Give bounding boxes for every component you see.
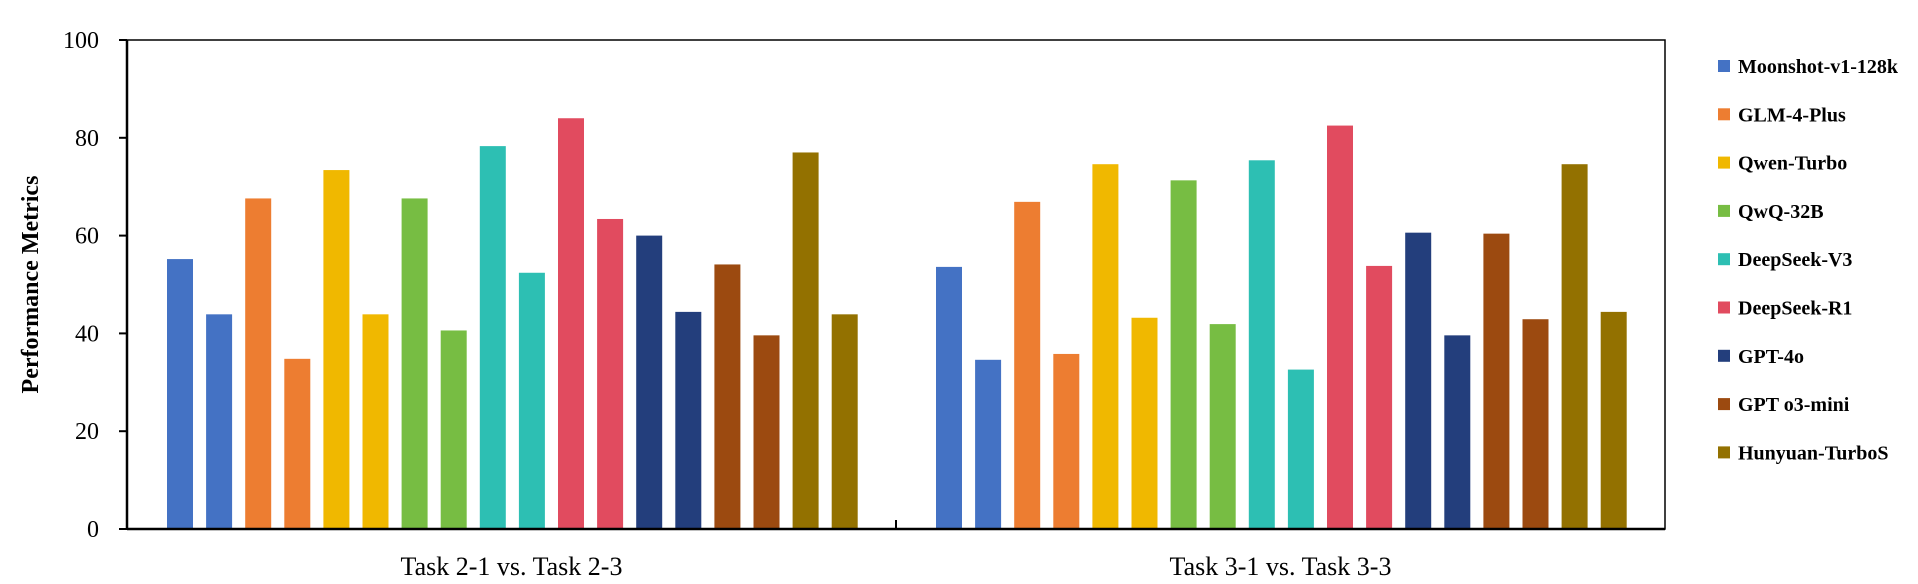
bar: [675, 311, 702, 529]
legend-label: Qwen-Turbo: [1738, 153, 1847, 175]
bar: [975, 359, 1002, 529]
bar: [1405, 232, 1432, 529]
bar: [206, 314, 233, 529]
y-tick-label: 80: [75, 126, 99, 152]
legend-swatch: [1718, 60, 1730, 72]
legend-label: GPT o3-mini: [1738, 394, 1850, 416]
bar: [597, 218, 624, 529]
bar: [1131, 317, 1158, 529]
legend-swatch: [1718, 108, 1730, 121]
legend-swatch: [1718, 349, 1730, 362]
category-label: Task 3-1 vs. Task 3-3: [1170, 552, 1392, 581]
bar: [1522, 319, 1549, 529]
bar: [792, 152, 819, 529]
bar: [1600, 311, 1627, 529]
bar: [167, 259, 193, 529]
legend-label: GPT-4o: [1738, 346, 1804, 368]
legend-swatch: [1718, 156, 1730, 169]
y-tick-label: 20: [75, 419, 99, 445]
bar: [1209, 324, 1236, 529]
y-tick-label: 0: [87, 517, 99, 543]
y-tick-label: 40: [75, 321, 99, 347]
legend-swatch: [1718, 446, 1730, 459]
legend: Moonshot-v1-128k GLM-4-Plus Qwen-Turbo QwQ-…: [1718, 56, 1899, 464]
bar: [1287, 369, 1314, 529]
category-label: Task 2-1 vs. Task 2-3: [401, 552, 623, 581]
legend-label: DeepSeek-V3: [1738, 249, 1852, 271]
bar: [558, 118, 584, 530]
bar: [636, 235, 663, 529]
bar: [1483, 233, 1510, 530]
bar: [479, 146, 506, 529]
legend-label: Moonshot-v1-128k: [1738, 56, 1899, 78]
y-axis-title: Performance Metrics: [18, 176, 44, 394]
y-tick-label: 100: [63, 28, 99, 54]
legend-swatch: [1718, 204, 1730, 217]
plot-frame: [126, 39, 1666, 530]
legend-swatch: [1718, 253, 1730, 266]
bar: [714, 264, 741, 529]
bar: [362, 314, 389, 529]
bar: [1561, 164, 1588, 529]
bar: [936, 266, 962, 529]
bar: [1092, 164, 1119, 529]
y-tick-label: 60: [75, 224, 99, 250]
bar: [831, 314, 858, 529]
bar: [1053, 353, 1080, 529]
legend-label: GLM-4-Plus: [1738, 104, 1846, 126]
bar: [440, 330, 467, 529]
legend-label: DeepSeek-R1: [1738, 298, 1852, 320]
bar: [1014, 201, 1041, 529]
bar: [1327, 125, 1353, 529]
y-axis-ticks: 0 20 40 60 80 100: [63, 28, 127, 543]
bar: [1366, 265, 1393, 529]
category-labels: Task 2-1 vs. Task 2-3 Task 3-1 vs. Task 3…: [401, 552, 1392, 581]
bar: [1248, 160, 1275, 529]
bar: [1170, 180, 1197, 529]
legend-label: Hunyuan-TurboS: [1738, 442, 1888, 464]
bar: [401, 198, 428, 529]
bar: [1444, 335, 1471, 529]
bar: [518, 272, 545, 529]
legend-swatch: [1718, 398, 1730, 411]
bar: [753, 335, 780, 529]
bar: [284, 358, 311, 529]
legend-label: QwQ-32B: [1738, 201, 1824, 223]
bars: [167, 118, 1627, 530]
bar: [245, 198, 272, 529]
bar: [323, 170, 350, 529]
legend-swatch: [1718, 301, 1730, 314]
